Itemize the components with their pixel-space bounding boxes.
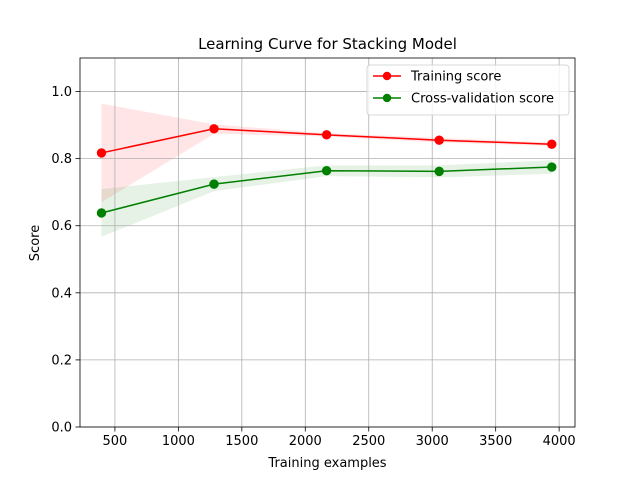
series-lines	[96, 124, 557, 218]
x-tick-label: 4000	[543, 434, 576, 449]
x-tick-label: 2500	[352, 434, 385, 449]
data-point-training	[321, 130, 332, 140]
x-tick-label: 3500	[479, 434, 512, 449]
y-tick-label: 0.0	[51, 421, 72, 436]
data-point-training	[209, 124, 219, 134]
data-point-cross-validation	[209, 179, 219, 189]
x-tick-label: 1000	[162, 434, 195, 449]
data-point-training	[547, 139, 557, 149]
legend: Training score Cross-validation score	[366, 64, 570, 116]
legend-box	[366, 64, 570, 116]
x-tick-label: 3000	[416, 434, 449, 449]
legend-marker-cross-validation	[382, 93, 392, 103]
x-tick-label: 2000	[289, 434, 322, 449]
y-axis-label: Score	[28, 225, 43, 261]
y-tick-label: 0.8	[51, 152, 72, 167]
y-tick-label: 1.0	[51, 85, 72, 100]
legend-label-cross-validation: Cross-validation score	[411, 92, 554, 107]
data-point-training	[434, 135, 444, 145]
y-tick-label: 0.4	[51, 286, 72, 301]
data-point-cross-validation	[321, 166, 332, 176]
legend-label-training: Training score	[410, 70, 501, 85]
data-point-cross-validation	[547, 162, 557, 172]
chart-title: Learning Curve for Stacking Model	[198, 35, 457, 53]
y-tick-label: 0.2	[51, 353, 72, 368]
y-tick-label: 0.6	[51, 219, 72, 234]
plot-frame	[79, 57, 576, 428]
data-point-cross-validation	[96, 208, 107, 218]
data-point-training	[96, 148, 107, 158]
legend-marker-training	[382, 71, 392, 81]
data-point-cross-validation	[434, 166, 444, 177]
x-tick-label: 500	[102, 434, 127, 449]
axes	[79, 57, 576, 428]
grid	[80, 58, 575, 428]
x-tick-label: 1500	[225, 434, 258, 449]
x-axis-label: Training examples	[267, 456, 386, 471]
ticks: 500 1000 1500 2000 2500 3000 3500 4000 0.0 0.2 0.4…	[51, 85, 575, 449]
